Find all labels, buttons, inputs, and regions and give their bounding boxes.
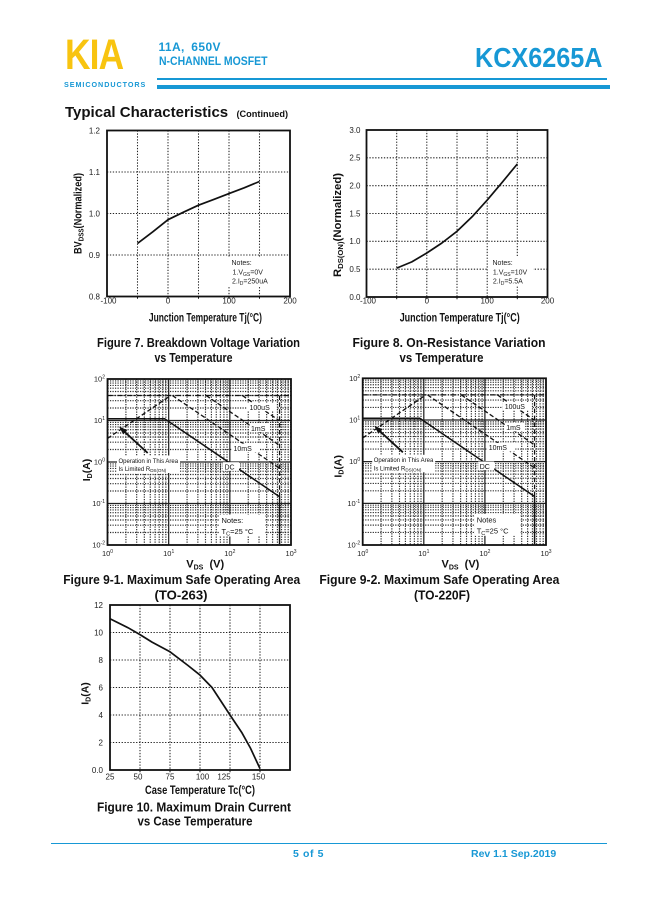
svg-text:75: 75 [166,773,175,782]
svg-text:10-2: 10-2 [347,541,360,550]
svg-text:Case Temperature Tc(°C): Case Temperature Tc(°C) [145,785,255,797]
svg-text:Operation in This Area: Operation in This Area [374,458,434,464]
svg-text:2.0: 2.0 [349,182,361,191]
svg-text:ID(A): ID(A) [80,682,93,705]
svg-text:Figure 7. Breakdown Voltage Va: Figure 7. Breakdown Voltage Variation [97,335,300,350]
svg-text:0.5: 0.5 [349,265,361,274]
svg-text:Is Limited RDS(ON): Is Limited RDS(ON) [119,467,167,473]
svg-text:VDS (V): VDS (V) [186,559,224,572]
svg-text:DC: DC [480,464,490,471]
svg-text:(TO-220F): (TO-220F) [414,588,470,603]
svg-text:Notes:: Notes: [222,516,244,525]
svg-text:2.5: 2.5 [349,154,361,163]
svg-text:0.0: 0.0 [92,766,104,775]
svg-text:102: 102 [94,375,105,384]
svg-text:100: 100 [480,296,494,305]
svg-text:1.VGS=0V: 1.VGS=0V [233,269,264,278]
svg-text:0.9: 0.9 [89,251,101,260]
svg-text:1.VGS=10V: 1.VGS=10V [493,269,528,278]
svg-text:DC: DC [225,465,235,472]
svg-text:100uS: 100uS [505,404,526,411]
svg-text:vs Temperature: vs Temperature [400,350,484,365]
svg-text:25: 25 [106,773,115,782]
svg-text:12: 12 [94,601,103,610]
svg-text:101: 101 [94,416,105,425]
svg-text:Operation in This Area: Operation in This Area [119,459,179,465]
svg-text:-100: -100 [360,296,377,305]
svg-text:(TO-263): (TO-263) [155,588,208,603]
svg-text:10-1: 10-1 [92,499,105,508]
svg-text:Notes:: Notes: [232,260,252,267]
svg-text:TC=25 °C: TC=25 °C [477,526,509,537]
svg-text:-100: -100 [100,296,117,305]
svg-text:Figure 9-1. Maximum Safe Opera: Figure 9-1. Maximum Safe Operating Area [63,572,301,587]
svg-text:Notes: Notes [477,516,497,525]
svg-text:0.8: 0.8 [89,292,101,301]
svg-text:VDS (V): VDS (V) [441,559,479,572]
svg-text:0.0: 0.0 [349,293,361,302]
svg-text:200: 200 [541,296,555,305]
svg-text:1mS: 1mS [506,425,521,432]
svg-text:1.0: 1.0 [89,209,101,218]
svg-text:125: 125 [217,773,231,782]
svg-text:Junction Temperature Tj(°C): Junction Temperature Tj(°C) [400,313,520,325]
svg-text:0: 0 [166,296,171,305]
svg-text:TC=25 °C: TC=25 °C [222,527,254,538]
svg-text:Figure 10. Maximum Drain Curre: Figure 10. Maximum Drain Current [97,800,292,815]
svg-text:1.5: 1.5 [349,209,361,218]
svg-text:10mS: 10mS [234,446,253,453]
svg-text:0: 0 [425,296,430,305]
svg-text:2: 2 [99,738,104,747]
svg-text:8: 8 [99,656,104,665]
svg-text:1.0: 1.0 [349,237,361,246]
svg-text:2.ID=250uA: 2.ID=250uA [232,279,268,288]
svg-text:RDS(ON)(Normalized): RDS(ON)(Normalized) [332,173,345,277]
svg-text:101: 101 [418,549,429,558]
svg-text:150: 150 [252,773,266,782]
svg-text:100: 100 [94,458,105,467]
svg-text:102: 102 [224,549,235,558]
svg-text:100: 100 [102,549,113,558]
svg-text:200: 200 [283,296,297,305]
svg-text:BVDSS(Normalized): BVDSS(Normalized) [73,173,86,254]
svg-text:10mS: 10mS [489,445,508,452]
svg-text:103: 103 [540,549,551,558]
svg-text:50: 50 [134,773,143,782]
svg-text:100uS: 100uS [250,405,271,412]
svg-text:vs Case Temperature: vs Case Temperature [138,814,253,829]
svg-text:4: 4 [99,711,104,720]
svg-text:Figure 8. On-Resistance Variat: Figure 8. On-Resistance Variation [353,335,546,350]
svg-text:102: 102 [479,549,490,558]
svg-text:100: 100 [196,773,210,782]
svg-text:10-2: 10-2 [92,541,105,550]
svg-text:10-1: 10-1 [347,499,360,508]
svg-text:1.2: 1.2 [89,126,101,135]
svg-text:100: 100 [222,296,236,305]
svg-text:2.ID=5.5A: 2.ID=5.5A [493,279,523,288]
svg-text:Figure 9-2. Maximum Safe Opera: Figure 9-2. Maximum Safe Operating Area [319,572,560,587]
svg-text:Is Limited RDS(ON): Is Limited RDS(ON) [374,466,422,472]
svg-text:101: 101 [349,416,360,425]
svg-text:1.1: 1.1 [89,168,101,177]
svg-text:100: 100 [357,549,368,558]
svg-text:Notes:: Notes: [493,260,513,267]
svg-text:101: 101 [163,549,174,558]
svg-text:Junction Temperature Tj(°C): Junction Temperature Tj(°C) [149,313,262,325]
svg-text:10: 10 [94,628,103,637]
svg-text:102: 102 [349,374,360,383]
svg-text:ID(A): ID(A) [333,455,346,478]
svg-text:3.0: 3.0 [349,126,361,135]
svg-text:vs Temperature: vs Temperature [155,350,233,365]
svg-text:6: 6 [99,683,104,692]
svg-text:100: 100 [349,457,360,466]
svg-text:1mS: 1mS [251,426,266,433]
svg-text:ID(A): ID(A) [81,459,94,482]
svg-text:103: 103 [285,549,296,558]
